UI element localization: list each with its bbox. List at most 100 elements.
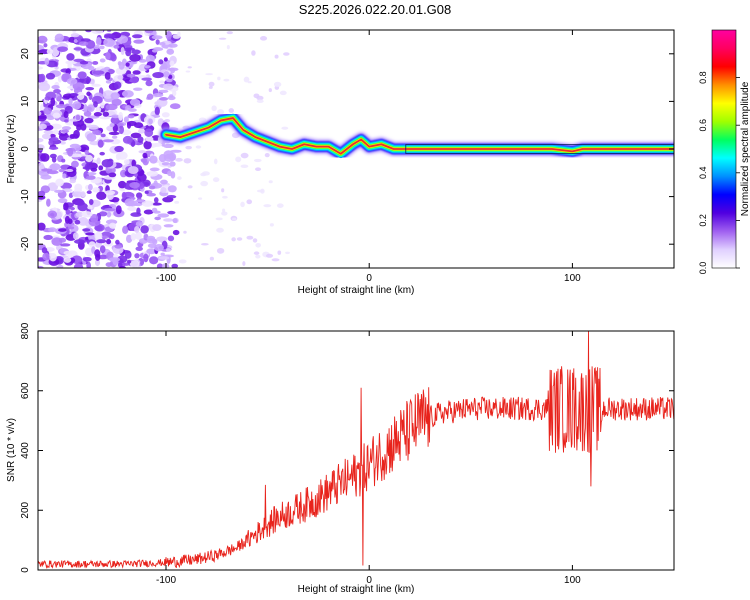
noise-blob xyxy=(91,83,101,87)
noise-blob xyxy=(255,254,261,259)
noise-blob xyxy=(99,45,105,50)
noise-blob xyxy=(73,58,85,63)
noise-blob xyxy=(129,98,141,106)
noise-blob xyxy=(256,99,264,104)
noise-blob xyxy=(152,71,165,79)
noise-blob xyxy=(90,213,99,223)
noise-blob xyxy=(198,117,207,123)
snr-ytick-label: 0 xyxy=(20,567,31,573)
noise-blob xyxy=(171,263,179,268)
spectrogram-ytick-label: -10 xyxy=(20,189,31,204)
noise-blob xyxy=(38,113,47,122)
noise-blob xyxy=(283,52,290,56)
noise-blob xyxy=(95,37,102,46)
noise-blob xyxy=(123,159,130,165)
noise-blob xyxy=(167,210,176,215)
colorbar: 0.0 0.2 0.4 0.6 0.8 Normalized spectral ampl… xyxy=(698,29,750,274)
noise-blob xyxy=(158,89,169,93)
noise-blob xyxy=(43,234,53,241)
noise-blob xyxy=(79,61,89,65)
noise-blob xyxy=(195,145,202,149)
noise-blob xyxy=(66,77,78,85)
noise-blob xyxy=(65,60,77,65)
noise-blob xyxy=(156,263,164,268)
noise-blob xyxy=(172,218,178,224)
noise-blob xyxy=(259,36,268,41)
noise-blob xyxy=(187,185,193,189)
noise-blob xyxy=(102,111,110,117)
noise-blob xyxy=(253,251,260,255)
noise-blob xyxy=(160,252,165,256)
noise-blob xyxy=(152,93,164,98)
noise-blob xyxy=(183,158,192,164)
colorbar-gradient xyxy=(711,29,737,269)
noise-blob xyxy=(38,190,46,197)
noise-blob xyxy=(93,111,102,117)
snr-ytick-label: 800 xyxy=(20,322,31,339)
noise-blob xyxy=(110,53,117,62)
noise-blob xyxy=(38,265,44,268)
noise-blob xyxy=(61,129,70,133)
noise-blob xyxy=(145,80,153,87)
noise-blob xyxy=(108,257,121,262)
noise-blob xyxy=(96,157,101,165)
noise-blob xyxy=(166,195,177,199)
noise-blob xyxy=(132,87,143,91)
noise-blob xyxy=(92,70,105,75)
colorbar-tick-label: 0.4 xyxy=(698,167,708,180)
noise-blob xyxy=(46,60,58,68)
noise-blob xyxy=(216,247,225,254)
noise-blob xyxy=(42,252,50,261)
noise-blob xyxy=(87,172,97,176)
noise-blob xyxy=(38,39,44,44)
noise-blob xyxy=(107,30,112,33)
noise-blob xyxy=(56,96,62,102)
noise-blob xyxy=(201,171,210,176)
noise-blob xyxy=(161,162,170,166)
noise-blob xyxy=(70,93,79,97)
noise-blob xyxy=(38,82,51,92)
noise-blob xyxy=(115,205,122,215)
noise-blob xyxy=(75,199,85,206)
noise-blob xyxy=(240,152,249,159)
noise-blob xyxy=(99,151,105,156)
noise-blob xyxy=(129,76,139,84)
noise-blob xyxy=(45,72,56,80)
noise-blob xyxy=(70,33,80,38)
noise-blob xyxy=(135,199,145,203)
noise-blob xyxy=(46,48,54,55)
noise-blob xyxy=(104,208,116,212)
noise-blob xyxy=(146,192,156,197)
noise-blob xyxy=(40,153,50,162)
noise-blob xyxy=(120,46,125,56)
noise-blob xyxy=(148,118,153,125)
noise-blob xyxy=(268,88,272,93)
noise-blob xyxy=(41,168,53,172)
noise-blob xyxy=(93,101,98,108)
noise-blob xyxy=(163,57,168,62)
snr-xtick-label: 100 xyxy=(564,575,581,586)
colorbar-tick-label: 0.2 xyxy=(698,214,708,227)
noise-blob xyxy=(146,93,154,100)
noise-blob xyxy=(82,166,92,170)
noise-blob xyxy=(117,122,124,126)
noise-blob xyxy=(256,95,264,101)
noise-blob xyxy=(264,153,270,158)
noise-blob xyxy=(46,198,51,207)
noise-blob xyxy=(130,233,137,241)
noise-blob xyxy=(72,191,84,198)
noise-blob xyxy=(106,238,112,245)
noise-blob xyxy=(127,108,137,112)
noise-blob xyxy=(232,217,237,221)
noise-blob xyxy=(183,230,187,234)
noise-blob xyxy=(236,237,243,241)
snr-ylabel: SNR (10 * v/v) xyxy=(6,418,17,482)
spectrogram-noise xyxy=(38,30,290,268)
noise-blob xyxy=(55,178,64,187)
noise-blob xyxy=(49,163,61,171)
noise-blob xyxy=(137,128,146,134)
noise-blob xyxy=(240,201,245,208)
noise-blob xyxy=(47,182,59,192)
noise-blob xyxy=(156,236,168,242)
